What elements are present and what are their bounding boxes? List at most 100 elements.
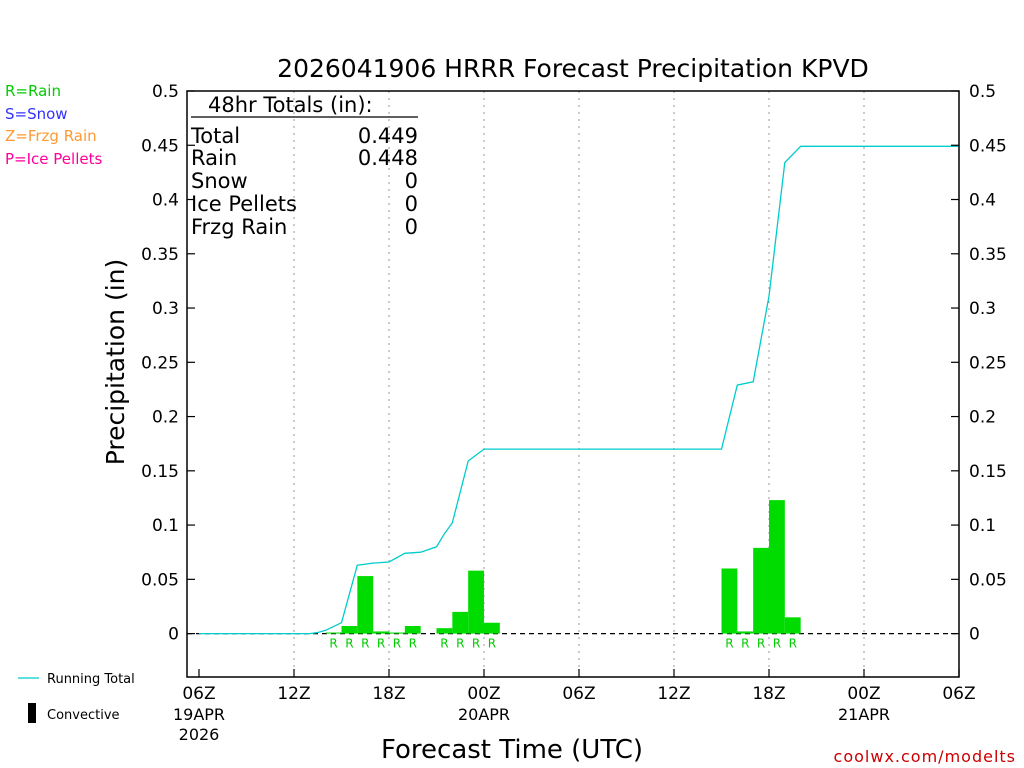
ytick-label-left-4: 0.3 <box>152 299 179 319</box>
ytick-label-left-5: 0.25 <box>141 353 179 373</box>
ptype-marker-0: R <box>329 637 337 651</box>
totals-value-frzg-rain: 0 <box>405 215 418 239</box>
y-ticks-right: 0.5 0.45 0.4 0.35 0.3 0.25 0.2 0.15 0.1 0.05 0 <box>951 82 1007 645</box>
x-axis-label: Forecast Time (UTC) <box>381 735 643 765</box>
precip-bar-3 <box>373 631 389 634</box>
ytick-label-right-5: 0.25 <box>969 353 1007 373</box>
totals-value-ice-pellets: 0 <box>405 192 418 216</box>
ytick-label-right-1: 0.45 <box>969 136 1007 156</box>
legend-frzg-rain: Z=Frzg Rain <box>5 127 97 145</box>
totals-label-snow: Snow <box>191 169 248 193</box>
totals-label-ice-pellets: Ice Pellets <box>191 192 297 216</box>
xtick-label-6: 18Z <box>752 684 785 704</box>
y-ticks-left: 0.5 0.45 0.4 0.35 0.3 0.25 0.2 0.15 0.1 0.05 0 <box>141 82 195 645</box>
ytick-label-left-0: 0.5 <box>152 82 179 102</box>
ytick-label-left-8: 0.1 <box>152 516 179 536</box>
xtick-date-0: 19APR <box>173 705 225 724</box>
legend-bar-swatch <box>28 703 36 723</box>
ytick-label-right-8: 0.1 <box>969 516 996 536</box>
plot-frame <box>186 90 960 678</box>
xtick-label-2: 18Z <box>372 684 405 704</box>
precip-bar-7 <box>452 611 469 634</box>
ytick-label-left-9: 0.05 <box>141 570 179 590</box>
gridlines <box>187 91 959 677</box>
ytick-label-left-3: 0.35 <box>141 245 179 265</box>
ytick-label-right-7: 0.15 <box>969 462 1007 482</box>
ytick-label-left-2: 0.4 <box>152 191 179 211</box>
legend-rain: R=Rain <box>5 82 61 100</box>
xtick-date-7: 21APR <box>838 705 890 724</box>
totals-heading: 48hr Totals (in): <box>208 93 373 117</box>
totals-value-total: 0.449 <box>358 124 418 148</box>
precip-bar-13 <box>769 500 785 634</box>
legend-convective: Convective <box>47 708 120 723</box>
ptype-marker-1: R <box>345 637 353 651</box>
ptype-marker-12: R <box>757 637 765 651</box>
y-axis-label: Precipitation (in) <box>101 259 130 466</box>
precip-bar-10 <box>721 568 738 634</box>
xtick-label-0: 06Z <box>182 684 215 704</box>
ptype-marker-10: R <box>725 637 733 651</box>
ytick-label-left-10: 0 <box>168 625 179 645</box>
ytick-label-right-3: 0.35 <box>969 245 1007 265</box>
precip-bar-12 <box>753 547 769 634</box>
legend-running-total: Running Total <box>47 672 135 687</box>
ptype-marker-4: R <box>393 637 401 651</box>
xtick-label-3: 00Z <box>467 684 500 704</box>
precip-bar-2 <box>357 576 374 634</box>
ptype-marker-6: R <box>440 637 448 651</box>
precip-bars <box>325 500 801 634</box>
precip-bar-4 <box>389 632 405 634</box>
ptype-legend: R=Rain S=Snow Z=Frzg Rain P=Ice Pellets <box>5 82 102 168</box>
ytick-label-left-1: 0.45 <box>141 136 179 156</box>
credit-text: coolwx.com/modelts <box>834 747 1016 766</box>
ptype-marker-2: R <box>361 637 369 651</box>
precip-bar-14 <box>784 617 801 634</box>
xtick-label-8: 06Z <box>942 684 975 704</box>
ytick-label-right-6: 0.2 <box>969 408 996 428</box>
ytick-label-right-10: 0 <box>969 625 980 645</box>
ytick-label-left-7: 0.15 <box>141 462 179 482</box>
precip-bar-11 <box>737 631 754 634</box>
xtick-date-3: 20APR <box>458 705 510 724</box>
ytick-label-right-4: 0.3 <box>969 299 996 319</box>
xtick-label-5: 12Z <box>657 684 690 704</box>
totals-label-total: Total <box>190 124 240 148</box>
ptype-marker-5: R <box>409 637 417 651</box>
series-legend: Running Total Convective <box>18 672 135 723</box>
xtick-label-4: 06Z <box>562 684 595 704</box>
precip-bar-6 <box>436 628 453 634</box>
precip-bar-9 <box>484 622 500 634</box>
ytick-label-right-0: 0.5 <box>969 82 996 102</box>
precip-bar-5 <box>404 625 421 634</box>
running-total-polyline <box>199 145 959 635</box>
ytick-label-left-6: 0.2 <box>152 408 179 428</box>
ytick-label-right-9: 0.05 <box>969 570 1007 590</box>
totals-value-snow: 0 <box>405 169 418 193</box>
ptype-marker-13: R <box>773 637 781 651</box>
ptype-marker-8: R <box>472 637 480 651</box>
precip-bar-8 <box>468 570 484 634</box>
ptype-marker-3: R <box>377 637 385 651</box>
ptype-marker-9: R <box>488 637 496 651</box>
xtick-label-1: 12Z <box>277 684 310 704</box>
precip-bar-1 <box>341 625 358 634</box>
legend-snow: S=Snow <box>5 105 68 123</box>
totals-box: 48hr Totals (in): Total 0.449 Rain 0.448… <box>190 93 418 239</box>
ytick-label-right-2: 0.4 <box>969 191 996 211</box>
totals-label-frzg-rain: Frzg Rain <box>191 215 287 239</box>
legend-ice-pellets: P=Ice Pellets <box>5 150 102 168</box>
totals-label-rain: Rain <box>191 146 237 170</box>
ptype-marker-14: R <box>789 637 797 651</box>
chart-title: 2026041906 HRRR Forecast Precipitation K… <box>277 54 869 83</box>
xtick-year-0: 2026 <box>179 725 220 744</box>
ptype-marker-7: R <box>456 637 464 651</box>
xtick-label-7: 00Z <box>847 684 880 704</box>
precip-bar-0 <box>325 632 342 634</box>
totals-value-rain: 0.448 <box>358 146 418 170</box>
running-total-line <box>199 145 959 635</box>
ptype-marker-11: R <box>741 637 749 651</box>
